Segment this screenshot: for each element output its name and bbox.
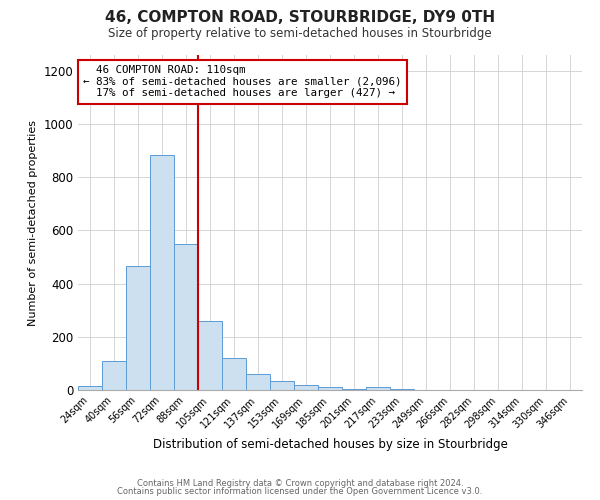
Bar: [174, 244, 198, 390]
Bar: [342, 388, 366, 390]
Text: 46 COMPTON ROAD: 110sqm
← 83% of semi-detached houses are smaller (2,096)
  17% : 46 COMPTON ROAD: 110sqm ← 83% of semi-de…: [83, 65, 401, 98]
Bar: [246, 374, 270, 390]
Bar: [222, 358, 246, 390]
Text: Contains HM Land Registry data © Crown copyright and database right 2024.: Contains HM Land Registry data © Crown c…: [137, 478, 463, 488]
Bar: [126, 266, 150, 390]
Text: Contains public sector information licensed under the Open Government Licence v3: Contains public sector information licen…: [118, 487, 482, 496]
Bar: [366, 388, 390, 390]
Y-axis label: Number of semi-detached properties: Number of semi-detached properties: [28, 120, 38, 326]
Text: 46, COMPTON ROAD, STOURBRIDGE, DY9 0TH: 46, COMPTON ROAD, STOURBRIDGE, DY9 0TH: [105, 10, 495, 25]
Bar: [270, 382, 294, 390]
X-axis label: Distribution of semi-detached houses by size in Stourbridge: Distribution of semi-detached houses by …: [152, 438, 508, 451]
Bar: [318, 388, 342, 390]
Bar: [78, 386, 102, 390]
Bar: [198, 321, 222, 390]
Bar: [150, 154, 174, 390]
Bar: [294, 385, 318, 390]
Text: Size of property relative to semi-detached houses in Stourbridge: Size of property relative to semi-detach…: [108, 28, 492, 40]
Bar: [102, 361, 126, 390]
